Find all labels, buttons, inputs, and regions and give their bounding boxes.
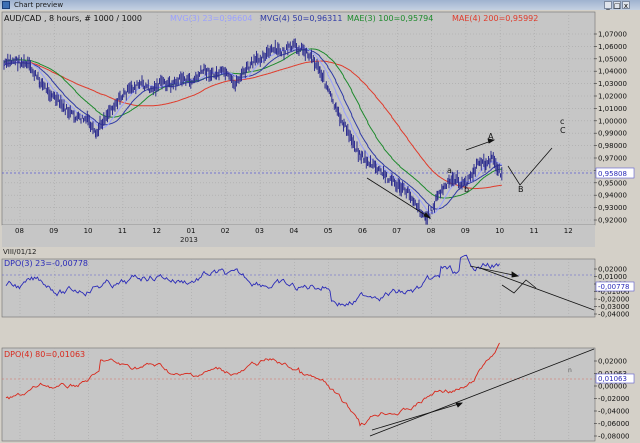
axis-tick-label: 1,02000 (598, 93, 627, 101)
dpo3-last-box (595, 281, 635, 292)
arrow-head (455, 402, 463, 408)
app-icon (2, 1, 10, 9)
axis-tick-label: -0,02000 (598, 296, 629, 304)
time-tick-label: 11 (530, 227, 539, 235)
wave-label-A: A (488, 132, 494, 141)
axis-tick-label: 0,98000 (598, 142, 627, 150)
axis-tick-label: 1,03000 (598, 80, 627, 88)
chart-canvas: 08 09 10 11 12 01 02 03 04 05 06 07 08 09 10 11 12 2013 … (0, 10, 640, 443)
window-title: Chart preview (14, 1, 64, 9)
dpo3-annotations (469, 265, 595, 311)
dpo3-trendline (479, 267, 595, 311)
dpo4-marker: n (568, 367, 572, 374)
mvg3-header: MVG(3) 23=0,96604 (170, 14, 252, 23)
axis-tick-label: 0,92000 (598, 217, 627, 225)
arrow-head (511, 271, 520, 278)
time-tick-label: 04 (289, 227, 298, 235)
time-tick-label: 12 (152, 227, 161, 235)
axis-tick-label: -0,03000 (598, 303, 629, 311)
axis-tick-label: 0,01000 (598, 273, 627, 281)
axis-tick-label: 0,99000 (598, 130, 627, 138)
arrow-head (423, 212, 432, 219)
maximize-button[interactable]: □ (613, 1, 621, 10)
time-tick-label: 12 (564, 227, 573, 235)
dpo3-arrow (469, 265, 519, 277)
dpo3-line (5, 254, 500, 307)
symbol-label: AUD/CAD , 8 hours, # 1000 / 1000 (4, 14, 142, 23)
dpo3-last-value: -0,00778 (598, 283, 629, 291)
mae4-line (3, 60, 502, 190)
axis-tick-label: -0,06000 (598, 420, 629, 428)
dpo3-projection (501, 279, 537, 294)
time-tick-label: 06 (358, 227, 367, 235)
dpo4-annotations (369, 348, 595, 437)
axis-tick-label: -0,01000 (598, 288, 629, 296)
date-label: VIII/01/12 (3, 248, 37, 256)
time-axis-labels: 08 09 10 11 12 01 02 03 04 05 06 07 08 09 10 11 12 (15, 227, 573, 235)
axis-tick-label: 1,04000 (598, 68, 627, 76)
time-tick-label: 02 (221, 227, 230, 235)
dpo4-line (5, 342, 500, 427)
time-axis (2, 225, 595, 247)
axis-tick-label: 0,95000 (598, 179, 627, 187)
axis-tick-label: -0,02000 (598, 395, 629, 403)
axis-tick-label: -0,08000 (598, 433, 629, 441)
projection-path (507, 147, 553, 186)
axis-tick-label: 0,97000 (598, 155, 627, 163)
axis-tick-label: 1,07000 (598, 31, 627, 39)
axis-tick-label: 0,94000 (598, 192, 627, 200)
price-bars (3, 38, 503, 225)
price-plot-area[interactable] (1, 11, 596, 226)
mvg4-header: MVG(4) 50=0,96311 (260, 14, 342, 23)
axis-tick-label: 0,02000 (598, 358, 627, 366)
dpo3-axis: 0,020000,010000,00000-0,01000-0,02000-0,… (594, 266, 629, 319)
axis-tick-label: 0,00000 (598, 383, 627, 391)
axis-tick-label: -0,04000 (598, 408, 629, 416)
price-last-value: 0,95808 (598, 170, 627, 178)
time-tick-label: 01 (187, 227, 196, 235)
time-tick-label: 08 (15, 227, 24, 235)
axis-tick-label: 0,02000 (598, 266, 627, 274)
time-tick-label: 05 (324, 227, 333, 235)
axis-tick-label: 1,05000 (598, 55, 627, 63)
wave-label-a: a (447, 166, 452, 175)
axis-tick-label: 0,93000 (598, 204, 627, 212)
close-button[interactable]: x (622, 1, 630, 10)
price-last-box (595, 167, 635, 179)
minimize-button[interactable]: _ (604, 1, 612, 10)
time-tick-label: 07 (392, 227, 401, 235)
axis-tick-label: -0,04000 (598, 311, 629, 319)
dpo4-trendline (369, 348, 595, 437)
time-tick-label: 10 (84, 227, 93, 235)
dpo3-header: DPO(3) 23=-0,00778 (4, 259, 88, 268)
axis-tick-label: 1,06000 (598, 43, 627, 51)
dpo4-header: DPO(4) 80=0,01063 (4, 350, 85, 359)
year-label: 2013 (180, 236, 198, 244)
time-tick-label: 11 (118, 227, 127, 235)
arrow-head (487, 138, 496, 144)
mae3-header: MAE(3) 100=0,95794 (347, 14, 433, 23)
price-annotations (366, 138, 553, 219)
time-tick-label: 09 (461, 227, 470, 235)
dpo4-last-value: 0,01063 (598, 375, 627, 383)
vertical-gridlines (19, 12, 570, 441)
axis-tick-label: 1,01000 (598, 105, 627, 113)
wave-label-c: c (560, 117, 564, 126)
axis-tick-label: 1,00000 (598, 117, 627, 125)
dpo4-plot-area[interactable] (1, 347, 596, 442)
trend-arrow-down (366, 177, 431, 219)
wave-label-b: b (464, 185, 469, 194)
price-axis: 1,07000 1,06000 1,05000 1,04000 1,03000 1,020… (594, 31, 627, 225)
wave-label-C: C (560, 126, 566, 135)
dpo4-arrow (371, 402, 463, 431)
mae4-header: MAE(4) 200=0,95992 (452, 14, 538, 23)
wave-label-B: B (518, 185, 524, 194)
time-tick-label: 08 (427, 227, 436, 235)
dpo4-last-box (595, 373, 635, 384)
time-tick-label: 03 (255, 227, 264, 235)
mae3-line (3, 48, 502, 199)
time-tick-label: 09 (49, 227, 58, 235)
time-tick-label: 10 (495, 227, 504, 235)
